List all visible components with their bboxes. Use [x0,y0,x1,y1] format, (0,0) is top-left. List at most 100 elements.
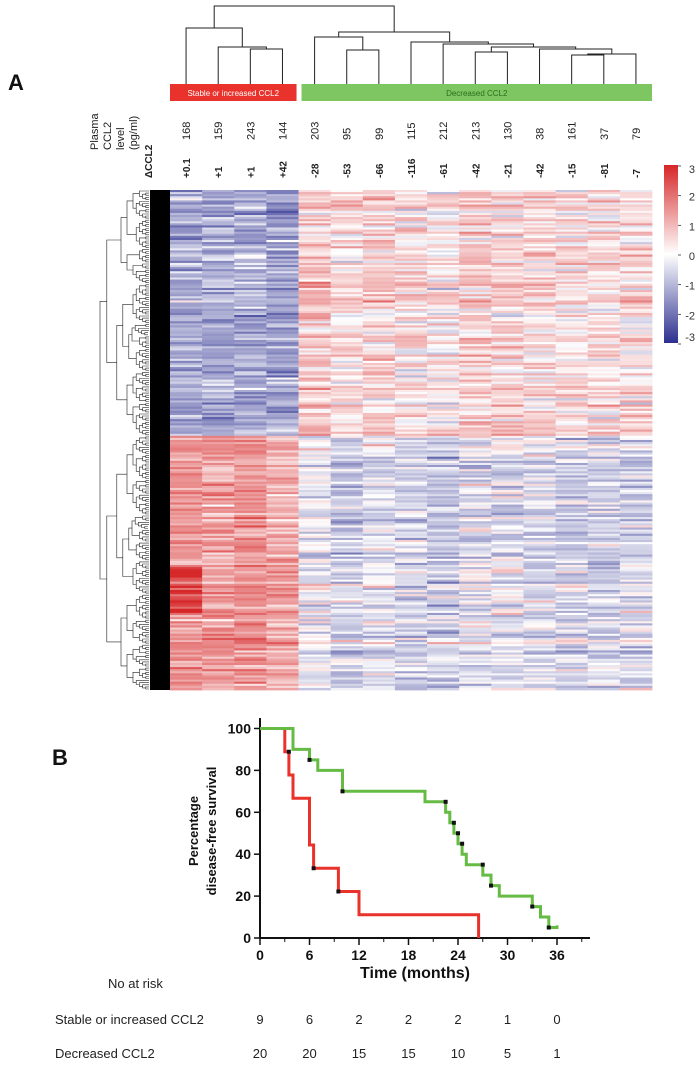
heatmap-cell [266,415,299,418]
heatmap-cell [427,477,460,480]
heatmap-cell [298,506,332,510]
heatmap-cell [555,502,589,505]
heatmap-cell [587,644,621,647]
heatmap-cell [298,410,332,414]
km-censor-mark [286,749,291,754]
heatmap-cell [266,527,299,530]
heatmap-cell [234,269,267,272]
heatmap-cell [555,617,589,620]
row-dendrogram-link [142,423,146,428]
heatmap-cell [459,615,492,618]
heatmap-cell [266,304,299,308]
heatmap-cell [330,660,364,664]
heatmap-cell [459,481,492,485]
heatmap-cell [427,317,460,320]
heatmap-cell [459,290,492,293]
heatmap-cell [555,673,589,676]
heatmap-cell [298,642,332,645]
heatmap-cell [362,462,396,466]
heatmap-cell [587,490,621,493]
heatmap-cell [202,571,235,574]
heatmap-cell [266,404,299,408]
heatmap-cell [619,602,653,605]
heatmap-cell [491,379,524,383]
heatmap-cell [170,285,203,289]
heatmap-cell [459,467,492,470]
heatmap-cell [202,242,235,245]
heatmap-cell [587,317,621,320]
heatmap-cell [619,498,653,501]
heatmap-cell [587,562,621,566]
heatmap-cell [394,475,428,478]
heatmap-cell [298,546,332,549]
heatmap-cell [619,190,653,193]
heatmap-cell [170,344,203,347]
heatmap-cell [619,381,653,385]
heatmap-cell [234,473,267,476]
heatmap-cell [362,190,396,193]
heatmap-cell [491,644,524,647]
heatmap-cell [330,681,364,685]
row-dendrogram-link [142,508,146,514]
heatmap-cell [555,562,589,566]
heatmap-cell [523,617,556,620]
heatmap-cell [555,212,589,216]
heatmap-cell [394,360,428,364]
heatmap-cell [202,258,235,262]
heatmap-cell [587,583,621,587]
heatmap-cell [170,300,203,303]
heatmap-cell [523,527,556,530]
row-dendrogram-link [142,571,146,576]
heatmap-cell [459,529,492,533]
heatmap-cell [394,550,428,553]
heatmap-cell [394,237,428,241]
heatmap-cell [619,644,653,647]
heatmap-cell [170,304,203,308]
heatmap-cell [587,448,621,451]
heatmap-cell [362,577,396,580]
heatmap-cell [459,573,492,576]
heatmap-cell [491,304,524,308]
dendrogram-link [346,49,380,84]
heatmap-cell [555,365,589,368]
heatmap-cell [298,260,332,264]
heatmap-cell [555,196,589,199]
heatmap-cell [523,581,556,585]
heatmap-cell [459,610,492,614]
heatmap-cell [619,606,653,610]
heatmap-cell [491,246,524,249]
plasma-label-line: CCL2 [102,122,114,150]
heatmap-cell [362,569,396,572]
heatmap-cell [170,390,203,393]
heatmap-cell [362,673,396,676]
heatmap-cell [170,465,203,468]
heatmap-cell [491,517,524,520]
heatmap-cell [394,483,428,487]
heatmap-cell [298,415,332,418]
heatmap-cell [298,487,332,491]
heatmap-cell [619,412,653,416]
heatmap-cell [394,648,428,651]
heatmap-cell [555,612,589,616]
heatmap-cell [523,204,556,208]
heatmap-cell [427,660,460,664]
heatmap-cell [170,269,203,272]
heatmap-cell [170,306,203,310]
heatmap-cell [298,281,332,285]
heatmap-cell [170,331,203,335]
heatmap-cell [170,606,203,610]
heatmap-cell [587,450,621,453]
row-dendrogram-link [139,190,149,197]
heatmap-cell [202,631,235,635]
heatmap-cell [587,302,621,305]
heatmap-cell [394,498,428,501]
heatmap-cell [491,196,524,199]
heatmap-cell [587,623,621,626]
heatmap-cell [298,573,332,576]
heatmap-cell [234,379,267,383]
heatmap-cell [427,552,460,555]
heatmap-cell [427,525,460,528]
heatmap-cell [555,333,589,337]
heatmap-cell [362,635,396,639]
heatmap-cell [202,487,235,491]
